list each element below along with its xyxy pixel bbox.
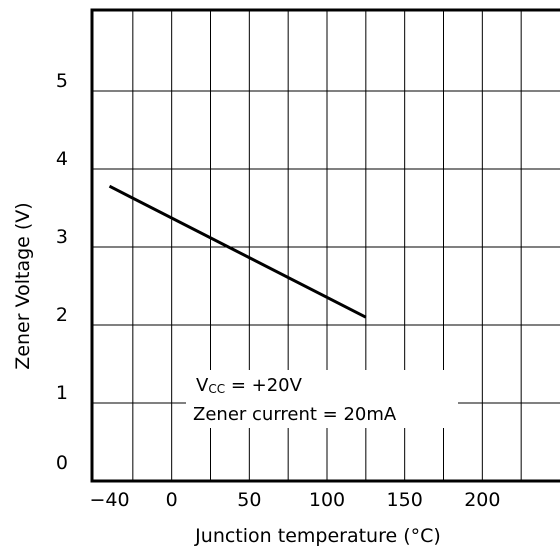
y-tick-label-2: 2 (56, 304, 68, 326)
series-lines (108, 184, 367, 319)
y-axis-label: Zener Voltage (V) (12, 202, 34, 369)
x-tick-label-5: 200 (464, 489, 500, 511)
x-tick-label-2: 50 (237, 489, 261, 511)
grid-lines (92, 10, 560, 481)
x-tick-label-0: −40 (89, 489, 129, 511)
y-tick-label-0: 0 (56, 452, 68, 474)
x-tick-label-4: 150 (387, 489, 423, 511)
plot-frame (90, 8, 560, 483)
annotation-vcc: VCC = +20V (196, 375, 303, 396)
x-axis-label: Junction temperature (°C) (194, 525, 441, 547)
annotation-background (186, 370, 458, 428)
y-tick-label-3: 3 (56, 226, 68, 248)
y-tick-label-1: 1 (56, 382, 68, 404)
x-tick-label-1: 0 (166, 489, 178, 511)
annotation-zener-current: Zener current = 20mA (193, 404, 397, 425)
series-line-0 (108, 184, 367, 319)
y-tick-label-4: 4 (56, 148, 68, 170)
tick-labels: −40 0 50 100 150 200 0 1 2 3 4 5 (56, 70, 501, 511)
x-tick-label-3: 100 (309, 489, 345, 511)
y-tick-label-5: 5 (56, 70, 68, 92)
